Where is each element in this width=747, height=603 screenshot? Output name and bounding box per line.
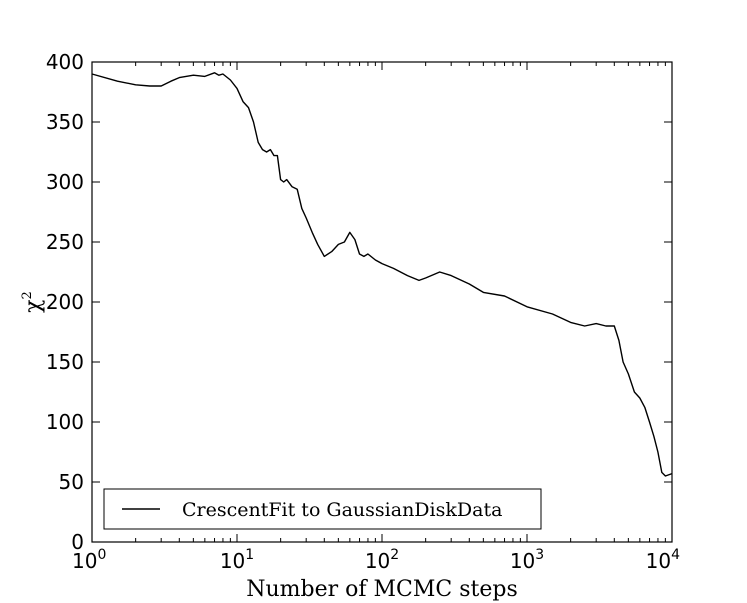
y-tick-label: 50 xyxy=(59,470,84,494)
y-tick-label: 350 xyxy=(46,110,84,134)
y-tick-label: 200 xyxy=(46,290,84,314)
x-tick-label-exponent: 2 xyxy=(390,547,399,563)
y-tick-label: 150 xyxy=(46,350,84,374)
x-tick-label: 103 xyxy=(510,547,544,573)
series-line-crescentfit xyxy=(91,72,673,477)
x-tick-label-base: 10 xyxy=(365,549,390,573)
x-tick-label-exponent: 4 xyxy=(671,547,680,563)
x-tick-label-base: 10 xyxy=(510,549,535,573)
x-tick-label: 100 xyxy=(72,547,106,573)
x-tick-label: 104 xyxy=(646,547,680,573)
y-tick-label: 0 xyxy=(71,530,84,554)
legend-box xyxy=(103,488,542,530)
x-axis-label: Number of MCMC steps xyxy=(246,577,518,602)
plot-frame xyxy=(91,61,673,543)
legend-entry-label: CrescentFit to GaussianDiskData xyxy=(182,499,502,521)
y-tick-label: 100 xyxy=(46,410,84,434)
x-tick-label-exponent: 1 xyxy=(245,547,254,563)
x-tick-label-exponent: 3 xyxy=(535,547,544,563)
y-axis-label-superscript: 2 xyxy=(20,291,35,299)
y-axis-label-base: χ xyxy=(21,299,46,312)
x-tick-label-base: 10 xyxy=(220,549,245,573)
y-axis-ticks: 0 50 100 150 200 250 300 350 400 xyxy=(46,50,672,554)
x-tick-label-base: 10 xyxy=(72,549,97,573)
y-tick-label: 300 xyxy=(46,170,84,194)
legend: CrescentFit to GaussianDiskData xyxy=(103,488,542,530)
x-tick-label-exponent: 0 xyxy=(97,547,106,563)
y-tick-label: 250 xyxy=(46,230,84,254)
x-tick-label: 102 xyxy=(365,547,399,573)
x-tick-label: 101 xyxy=(220,547,254,573)
x-tick-label-base: 10 xyxy=(646,549,671,573)
y-axis-label: χ2 xyxy=(20,291,46,313)
y-tick-label: 400 xyxy=(46,50,84,74)
x-axis-ticks: 100 101 102 103 104 xyxy=(72,62,680,573)
